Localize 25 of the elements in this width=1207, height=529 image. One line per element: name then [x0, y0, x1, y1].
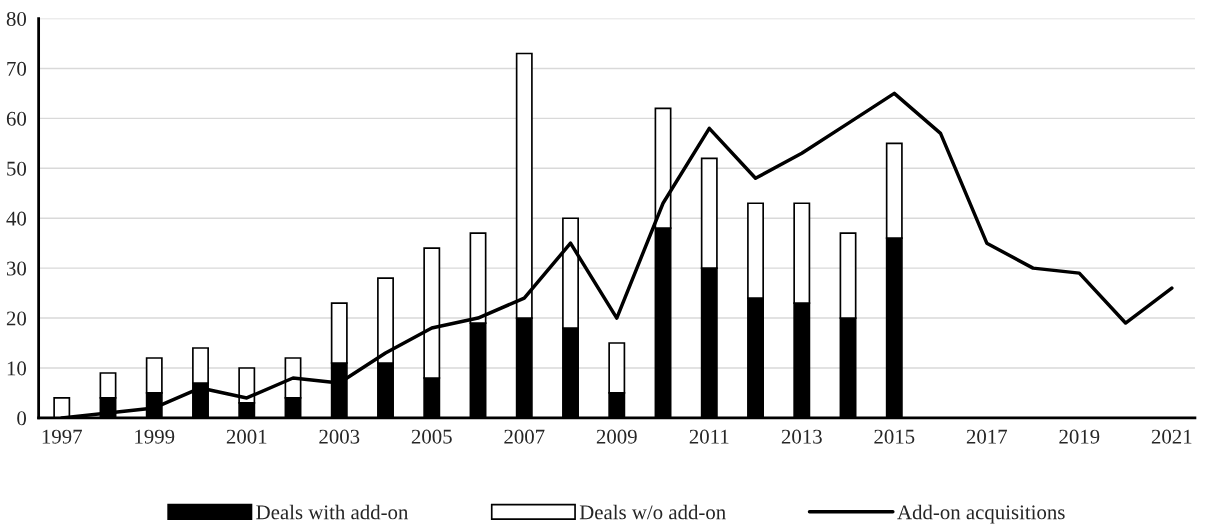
y-tick-label: 20	[6, 311, 27, 326]
y-tick-label: 70	[7, 61, 27, 76]
legend-label: Add-on acquisitions	[897, 504, 1065, 524]
x-tick-label: 2007	[504, 429, 545, 444]
y-tick-label: 60	[6, 111, 27, 126]
x-tick-label: 1997	[42, 429, 82, 444]
y-tick-label: 30	[6, 261, 27, 276]
x-tick-label: 2009	[596, 429, 637, 444]
y-tick-label: 0	[17, 411, 27, 426]
x-tick-label: 2003	[319, 429, 360, 444]
x-tick-label: 2011	[689, 429, 729, 444]
y-tick-label: 40	[6, 211, 27, 226]
legend-label: Deals with add-on	[256, 504, 409, 520]
x-tick-label: 2019	[1059, 429, 1100, 444]
y-tick-label: 10	[7, 361, 27, 376]
y-tick-label: 80	[6, 11, 27, 26]
y-tick-label: 50	[7, 161, 27, 176]
x-tick-label: 2005	[411, 429, 452, 444]
x-tick-label: 2015	[874, 429, 915, 444]
legend-label: Deals w/o add-on	[579, 504, 726, 520]
x-tick-label: 2021	[1151, 429, 1192, 444]
x-tick-label: 2017	[966, 429, 1008, 444]
x-tick-label: 2001	[226, 429, 267, 444]
x-tick-label: 1999	[135, 429, 175, 444]
x-tick-label: 2013	[781, 429, 822, 444]
